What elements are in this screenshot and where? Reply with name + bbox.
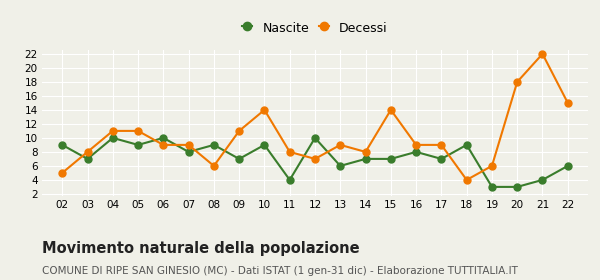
Decessi [236,129,243,133]
Nascite [286,178,293,182]
Nascite [463,143,470,147]
Nascite [210,143,217,147]
Decessi [311,157,319,161]
Nascite [134,143,142,147]
Nascite [311,136,319,140]
Nascite [514,185,521,189]
Nascite [539,178,546,182]
Decessi [362,150,369,153]
Nascite [84,157,91,161]
Decessi [160,143,167,147]
Decessi [59,171,66,175]
Legend: Nascite, Decessi: Nascite, Decessi [238,16,392,39]
Nascite [59,143,66,147]
Nascite [413,150,420,153]
Nascite [337,164,344,167]
Nascite [236,157,243,161]
Decessi [488,164,496,167]
Text: Movimento naturale della popolazione: Movimento naturale della popolazione [42,241,359,256]
Decessi [210,164,217,167]
Decessi [463,178,470,182]
Decessi [109,129,116,133]
Decessi [539,52,546,55]
Decessi [387,108,394,112]
Line: Nascite: Nascite [59,134,571,190]
Decessi [337,143,344,147]
Nascite [387,157,394,161]
Line: Decessi: Decessi [59,50,571,183]
Nascite [488,185,496,189]
Nascite [185,150,192,153]
Decessi [438,143,445,147]
Decessi [185,143,192,147]
Decessi [134,129,142,133]
Nascite [160,136,167,140]
Decessi [514,80,521,84]
Decessi [413,143,420,147]
Decessi [286,150,293,153]
Nascite [261,143,268,147]
Decessi [84,150,91,153]
Decessi [564,101,571,105]
Nascite [109,136,116,140]
Nascite [438,157,445,161]
Decessi [261,108,268,112]
Nascite [362,157,369,161]
Nascite [564,164,571,167]
Text: COMUNE DI RIPE SAN GINESIO (MC) - Dati ISTAT (1 gen-31 dic) - Elaborazione TUTTI: COMUNE DI RIPE SAN GINESIO (MC) - Dati I… [42,266,518,276]
